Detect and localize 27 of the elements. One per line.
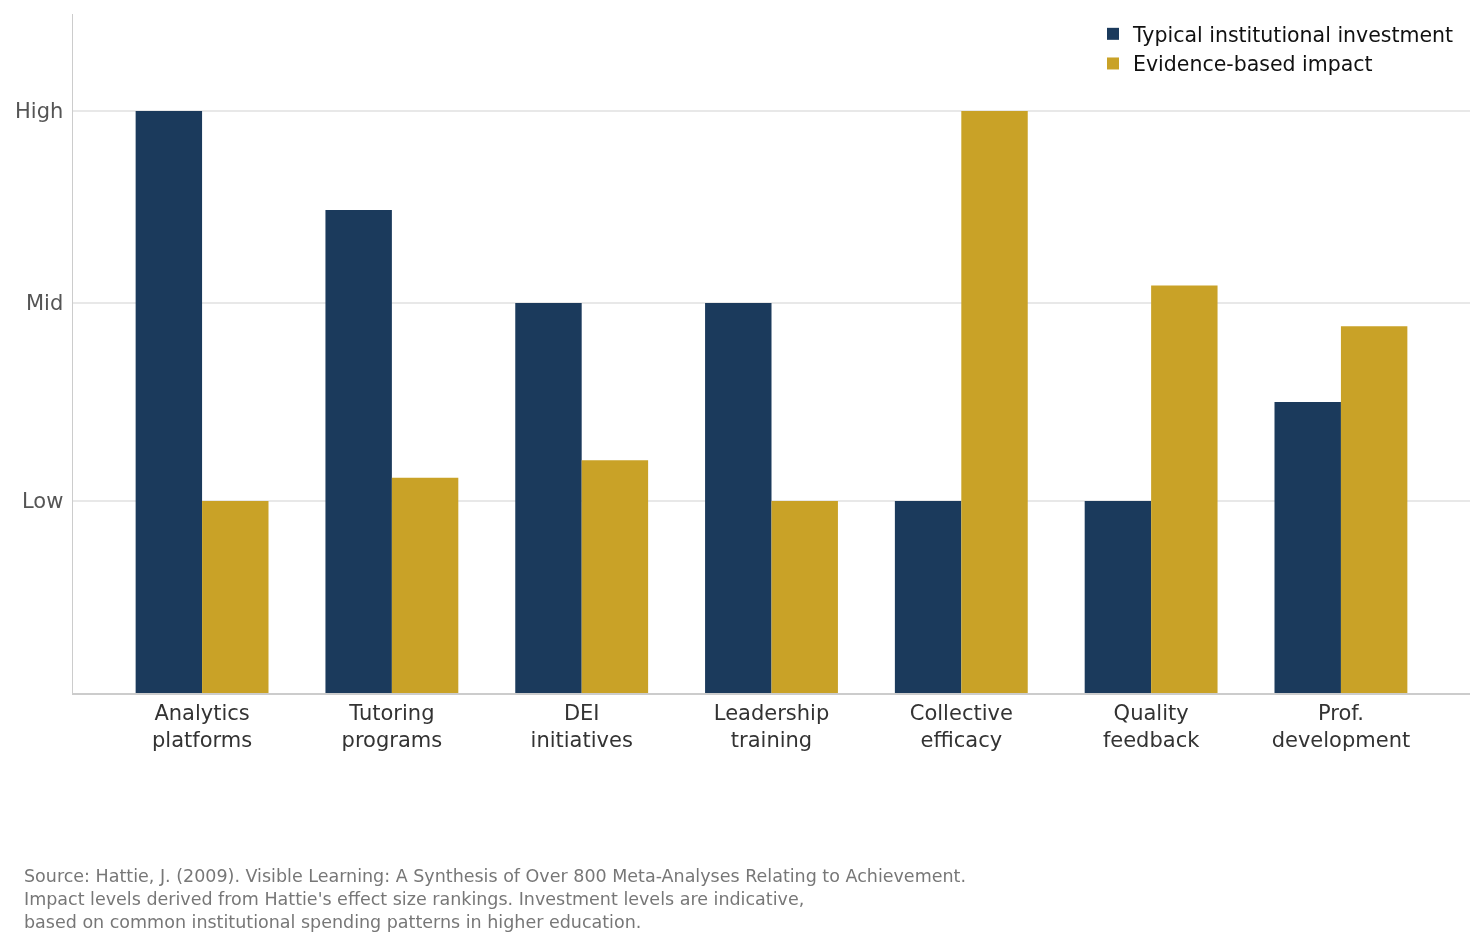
x-tick-label: DEI initiatives — [530, 700, 633, 752]
bar — [202, 500, 269, 693]
bar — [325, 209, 392, 693]
bar — [1340, 326, 1408, 693]
bar — [894, 500, 962, 693]
bar — [961, 111, 1028, 693]
bar — [391, 477, 459, 693]
x-tick-label: Collective efficacy — [909, 700, 1013, 752]
bar — [1084, 500, 1152, 693]
bar — [581, 460, 649, 693]
x-tick-label: Leadership training — [713, 700, 830, 752]
x-tick-label: Tutoring programs — [341, 700, 443, 752]
ref-line-label: High — [15, 99, 64, 123]
bar — [135, 111, 203, 693]
bar — [515, 303, 582, 693]
bar — [1274, 402, 1341, 693]
legend-label: Typical institutional investment — [1132, 22, 1454, 47]
bar — [771, 500, 838, 693]
legend-label: Evidence-based impact — [1133, 52, 1373, 77]
ref-line-label: Low — [22, 489, 64, 513]
bar — [705, 303, 772, 693]
x-tick-label: Quality feedback — [1102, 700, 1201, 752]
x-tick-label: Prof. development — [1271, 700, 1411, 752]
bar — [1151, 285, 1218, 693]
ref-line-label: Mid — [26, 291, 64, 315]
x-tick-label: Analytics platforms — [151, 700, 253, 752]
source-note: Source: Hattie, J. (2009). Visible Learning: A Synthesis of Over 800 Meta-Analyses Relating to Achievement. Impact levels derived from Hattie's effect size rankings. Investment levels are indicative, based on common institutional spending patterns in higher education. — [24, 866, 966, 932]
